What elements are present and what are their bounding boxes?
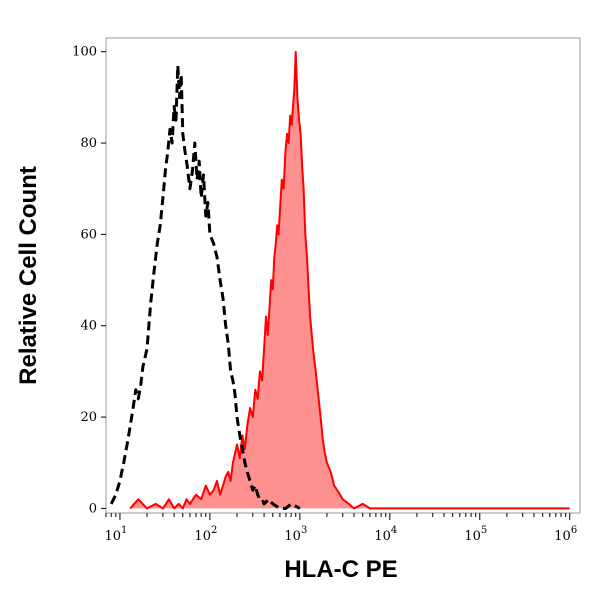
x-tick-label: 105 xyxy=(464,525,487,544)
x-tick-label: 106 xyxy=(554,525,577,544)
y-tick-label: 0 xyxy=(89,501,97,516)
x-tick-label: 104 xyxy=(374,525,397,544)
series-line-solid xyxy=(129,50,570,510)
plot-area xyxy=(109,50,570,510)
axes: 0 20 40 60 80 100 101 102 103 104 105 106 xyxy=(72,45,577,544)
y-tick-label: 100 xyxy=(72,45,97,60)
y-axis-title: Relative Cell Count xyxy=(15,166,42,385)
y-tick-label: 60 xyxy=(80,227,97,242)
y-tick-label: 80 xyxy=(80,136,97,151)
series-line-dashed xyxy=(109,63,301,510)
x-tick-label: 103 xyxy=(284,525,307,544)
series-fill-solid xyxy=(130,51,570,509)
x-tick-label: 102 xyxy=(194,525,217,544)
y-tick-label: 40 xyxy=(80,319,97,334)
y-tick-label: 20 xyxy=(80,410,97,425)
x-tick-label: 101 xyxy=(104,525,127,544)
plot-frame xyxy=(105,37,581,514)
x-axis-title: HLA-C PE xyxy=(284,556,397,583)
